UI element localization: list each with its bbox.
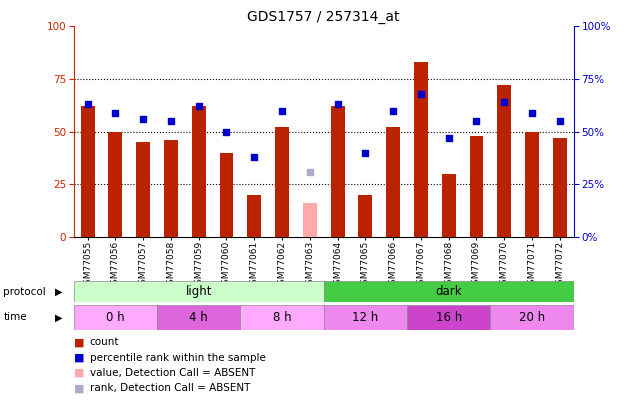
Point — [499, 99, 510, 105]
Bar — [324, 305, 407, 330]
Bar — [331, 107, 345, 237]
Bar — [407, 305, 490, 330]
Bar — [525, 132, 539, 237]
Bar — [469, 136, 483, 237]
Point — [83, 101, 93, 107]
Point — [360, 149, 370, 156]
Bar — [157, 305, 240, 330]
Bar — [497, 85, 512, 237]
Text: time: time — [3, 312, 27, 322]
Text: 0 h: 0 h — [106, 311, 125, 324]
Text: dark: dark — [435, 285, 462, 298]
Point — [221, 128, 231, 135]
Text: ▶: ▶ — [55, 312, 63, 322]
Bar — [358, 195, 372, 237]
Point — [304, 168, 315, 175]
Text: ■: ■ — [74, 384, 84, 393]
Text: 4 h: 4 h — [189, 311, 208, 324]
Bar — [414, 62, 428, 237]
Bar — [74, 305, 157, 330]
Bar — [240, 305, 324, 330]
Point — [554, 118, 565, 124]
Text: GDS1757 / 257314_at: GDS1757 / 257314_at — [247, 10, 400, 24]
Bar — [324, 281, 574, 302]
Bar — [386, 128, 400, 237]
Text: ■: ■ — [74, 368, 84, 378]
Point — [110, 109, 121, 116]
Point — [416, 90, 426, 97]
Text: protocol: protocol — [3, 287, 46, 296]
Text: ■: ■ — [74, 353, 84, 362]
Bar — [275, 128, 289, 237]
Text: rank, Detection Call = ABSENT: rank, Detection Call = ABSENT — [90, 384, 250, 393]
Text: 12 h: 12 h — [353, 311, 378, 324]
Point — [249, 153, 260, 160]
Bar — [442, 174, 456, 237]
Point — [527, 109, 537, 116]
Text: percentile rank within the sample: percentile rank within the sample — [90, 353, 265, 362]
Point — [333, 101, 343, 107]
Text: value, Detection Call = ABSENT: value, Detection Call = ABSENT — [90, 368, 255, 378]
Point — [471, 118, 481, 124]
Text: 8 h: 8 h — [272, 311, 292, 324]
Point — [166, 118, 176, 124]
Text: light: light — [185, 285, 212, 298]
Bar — [553, 138, 567, 237]
Point — [194, 103, 204, 110]
Bar — [247, 195, 262, 237]
Text: 20 h: 20 h — [519, 311, 545, 324]
Bar — [164, 140, 178, 237]
Bar — [219, 153, 233, 237]
Text: 16 h: 16 h — [436, 311, 462, 324]
Bar — [74, 281, 324, 302]
Text: ■: ■ — [74, 337, 84, 347]
Text: ▶: ▶ — [55, 287, 63, 296]
Point — [138, 116, 148, 122]
Point — [388, 107, 398, 114]
Point — [277, 107, 287, 114]
Bar — [490, 305, 574, 330]
Bar — [108, 132, 122, 237]
Bar — [137, 142, 150, 237]
Bar — [192, 107, 206, 237]
Bar — [81, 107, 95, 237]
Bar — [303, 203, 317, 237]
Point — [444, 135, 454, 141]
Text: count: count — [90, 337, 119, 347]
